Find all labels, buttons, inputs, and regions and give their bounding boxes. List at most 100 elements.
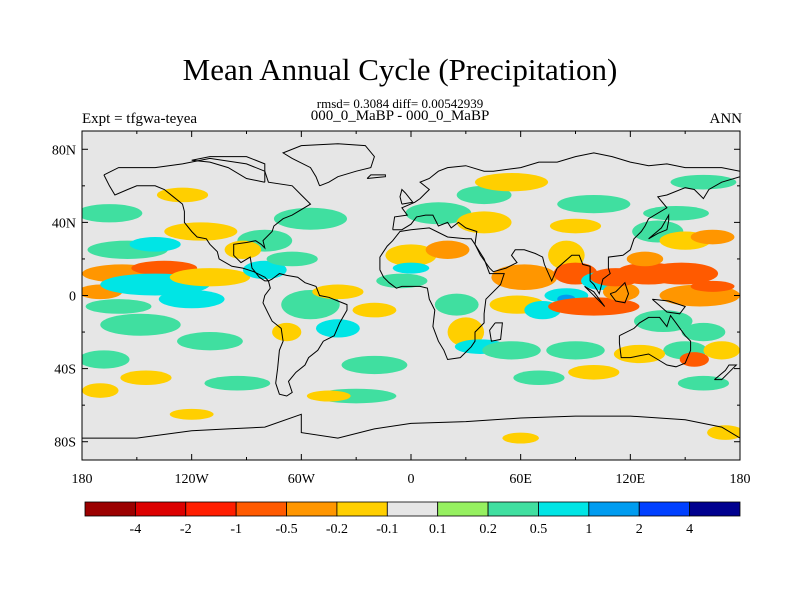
- legend-label: 1: [585, 522, 592, 537]
- anomaly-region: [129, 237, 181, 252]
- coastline: [714, 364, 738, 381]
- legend-label: 2: [636, 522, 643, 537]
- legend-swatch: [84, 501, 136, 517]
- anomaly-region: [266, 251, 318, 267]
- legend-label: 0.2: [479, 522, 497, 537]
- coastline: [618, 314, 692, 368]
- lon-tick-label: 60E: [509, 472, 532, 487]
- legend-label: 4: [686, 522, 693, 537]
- anomaly-region: [548, 297, 640, 316]
- anomaly-region: [679, 352, 709, 367]
- coastline: [648, 213, 670, 240]
- coastline: [191, 156, 266, 183]
- anomaly-region: [158, 290, 225, 309]
- legend-label: -4: [130, 522, 142, 537]
- anomaly-region: [557, 194, 631, 214]
- lon-tick-label: 180: [72, 472, 93, 487]
- coastline: [651, 298, 687, 315]
- anomaly-region: [644, 262, 719, 285]
- anomaly-region: [677, 375, 730, 391]
- anomaly-region: [482, 341, 541, 360]
- coastline: [82, 413, 740, 439]
- anomaly-region: [204, 375, 271, 391]
- anomaly-region: [690, 280, 735, 292]
- coastline: [262, 273, 348, 397]
- legend-swatch: [638, 501, 691, 517]
- legend-label: -1: [230, 522, 242, 537]
- anomaly-region: [456, 211, 512, 234]
- coastlines: [82, 143, 740, 439]
- legend-swatch: [689, 501, 741, 517]
- color-legend: -4 -2 -1 -0.5 -0.2 -0.1 0.1 0.2 0.5 1 2 4: [84, 501, 741, 537]
- legend-label: 0.5: [530, 522, 548, 537]
- anomaly-region: [502, 432, 539, 444]
- anomaly-region: [273, 207, 348, 230]
- anomaly-region: [82, 350, 130, 369]
- lon-tick-label: 0: [408, 472, 415, 487]
- anomaly-region: [272, 322, 302, 342]
- legend-swatch: [386, 501, 439, 517]
- legend-label: -0.1: [376, 522, 398, 537]
- coastline: [489, 322, 503, 342]
- anomaly-region: [690, 229, 735, 245]
- latitude-axis: 80N 40N 0 40S 80S: [52, 143, 740, 451]
- legend-swatch: [336, 501, 388, 517]
- anomaly-region: [82, 204, 143, 223]
- anomaly-region: [626, 251, 664, 267]
- coastline: [281, 143, 375, 187]
- coastline: [366, 174, 386, 179]
- legend-label: -0.2: [326, 522, 348, 537]
- page-title: Mean Annual Cycle (Precipitation): [182, 52, 618, 87]
- anomaly-region: [707, 425, 740, 440]
- anomaly-region: [703, 341, 740, 360]
- anomaly-region: [491, 264, 558, 291]
- anomaly-region: [513, 370, 565, 386]
- anomaly-region: [613, 344, 666, 364]
- anomaly-region: [474, 173, 549, 192]
- lon-tick-label: 120W: [175, 472, 210, 487]
- anomaly-fields: [82, 173, 740, 444]
- legend-swatch: [134, 501, 187, 517]
- lat-tick-label: 0: [69, 290, 76, 305]
- coastline: [609, 281, 630, 304]
- anomaly-region: [546, 341, 605, 360]
- legend-label: -2: [180, 522, 192, 537]
- coastline: [584, 285, 606, 307]
- legend-label: -0.5: [275, 522, 297, 537]
- lat-tick-label: 80S: [54, 436, 76, 451]
- legend-swatch: [538, 501, 590, 517]
- anomaly-region: [392, 262, 430, 274]
- anomaly-region: [169, 268, 251, 287]
- lat-tick-label: 40S: [54, 363, 76, 378]
- legend-swatch: [588, 501, 640, 517]
- anomaly-region: [120, 370, 172, 386]
- anomaly-region: [425, 240, 470, 259]
- lat-tick-label: 40N: [52, 216, 76, 231]
- legend-swatch: [286, 501, 338, 517]
- anomaly-region: [341, 355, 408, 375]
- anomaly-region: [315, 319, 360, 338]
- anomaly-region: [156, 187, 209, 203]
- anomaly-region: [100, 313, 181, 336]
- lon-tick-label: 120E: [616, 472, 646, 487]
- anomaly-region: [549, 218, 602, 234]
- legend-label: 0.1: [429, 522, 447, 537]
- anomaly-region: [548, 240, 585, 270]
- anomaly-region: [164, 222, 238, 241]
- anomaly-region: [169, 408, 214, 420]
- lat-tick-label: 80N: [52, 143, 76, 158]
- anomaly-region: [405, 202, 472, 225]
- anomaly-region: [306, 390, 351, 402]
- anomaly-region: [312, 284, 364, 300]
- anomaly-region: [82, 383, 119, 398]
- coastline: [103, 157, 312, 282]
- coastline: [379, 227, 505, 361]
- anomaly-region: [385, 244, 437, 267]
- experiment-id-label: 000_0_MaBP - 000_0_MaBP: [310, 108, 490, 124]
- legend-swatch: [185, 501, 237, 517]
- rmsd-diff-stats: rmsd= 0.3084 diff= 0.00542939: [316, 96, 484, 111]
- anomaly-region: [434, 293, 479, 316]
- coastline: [399, 188, 414, 205]
- anomaly-region: [85, 299, 152, 314]
